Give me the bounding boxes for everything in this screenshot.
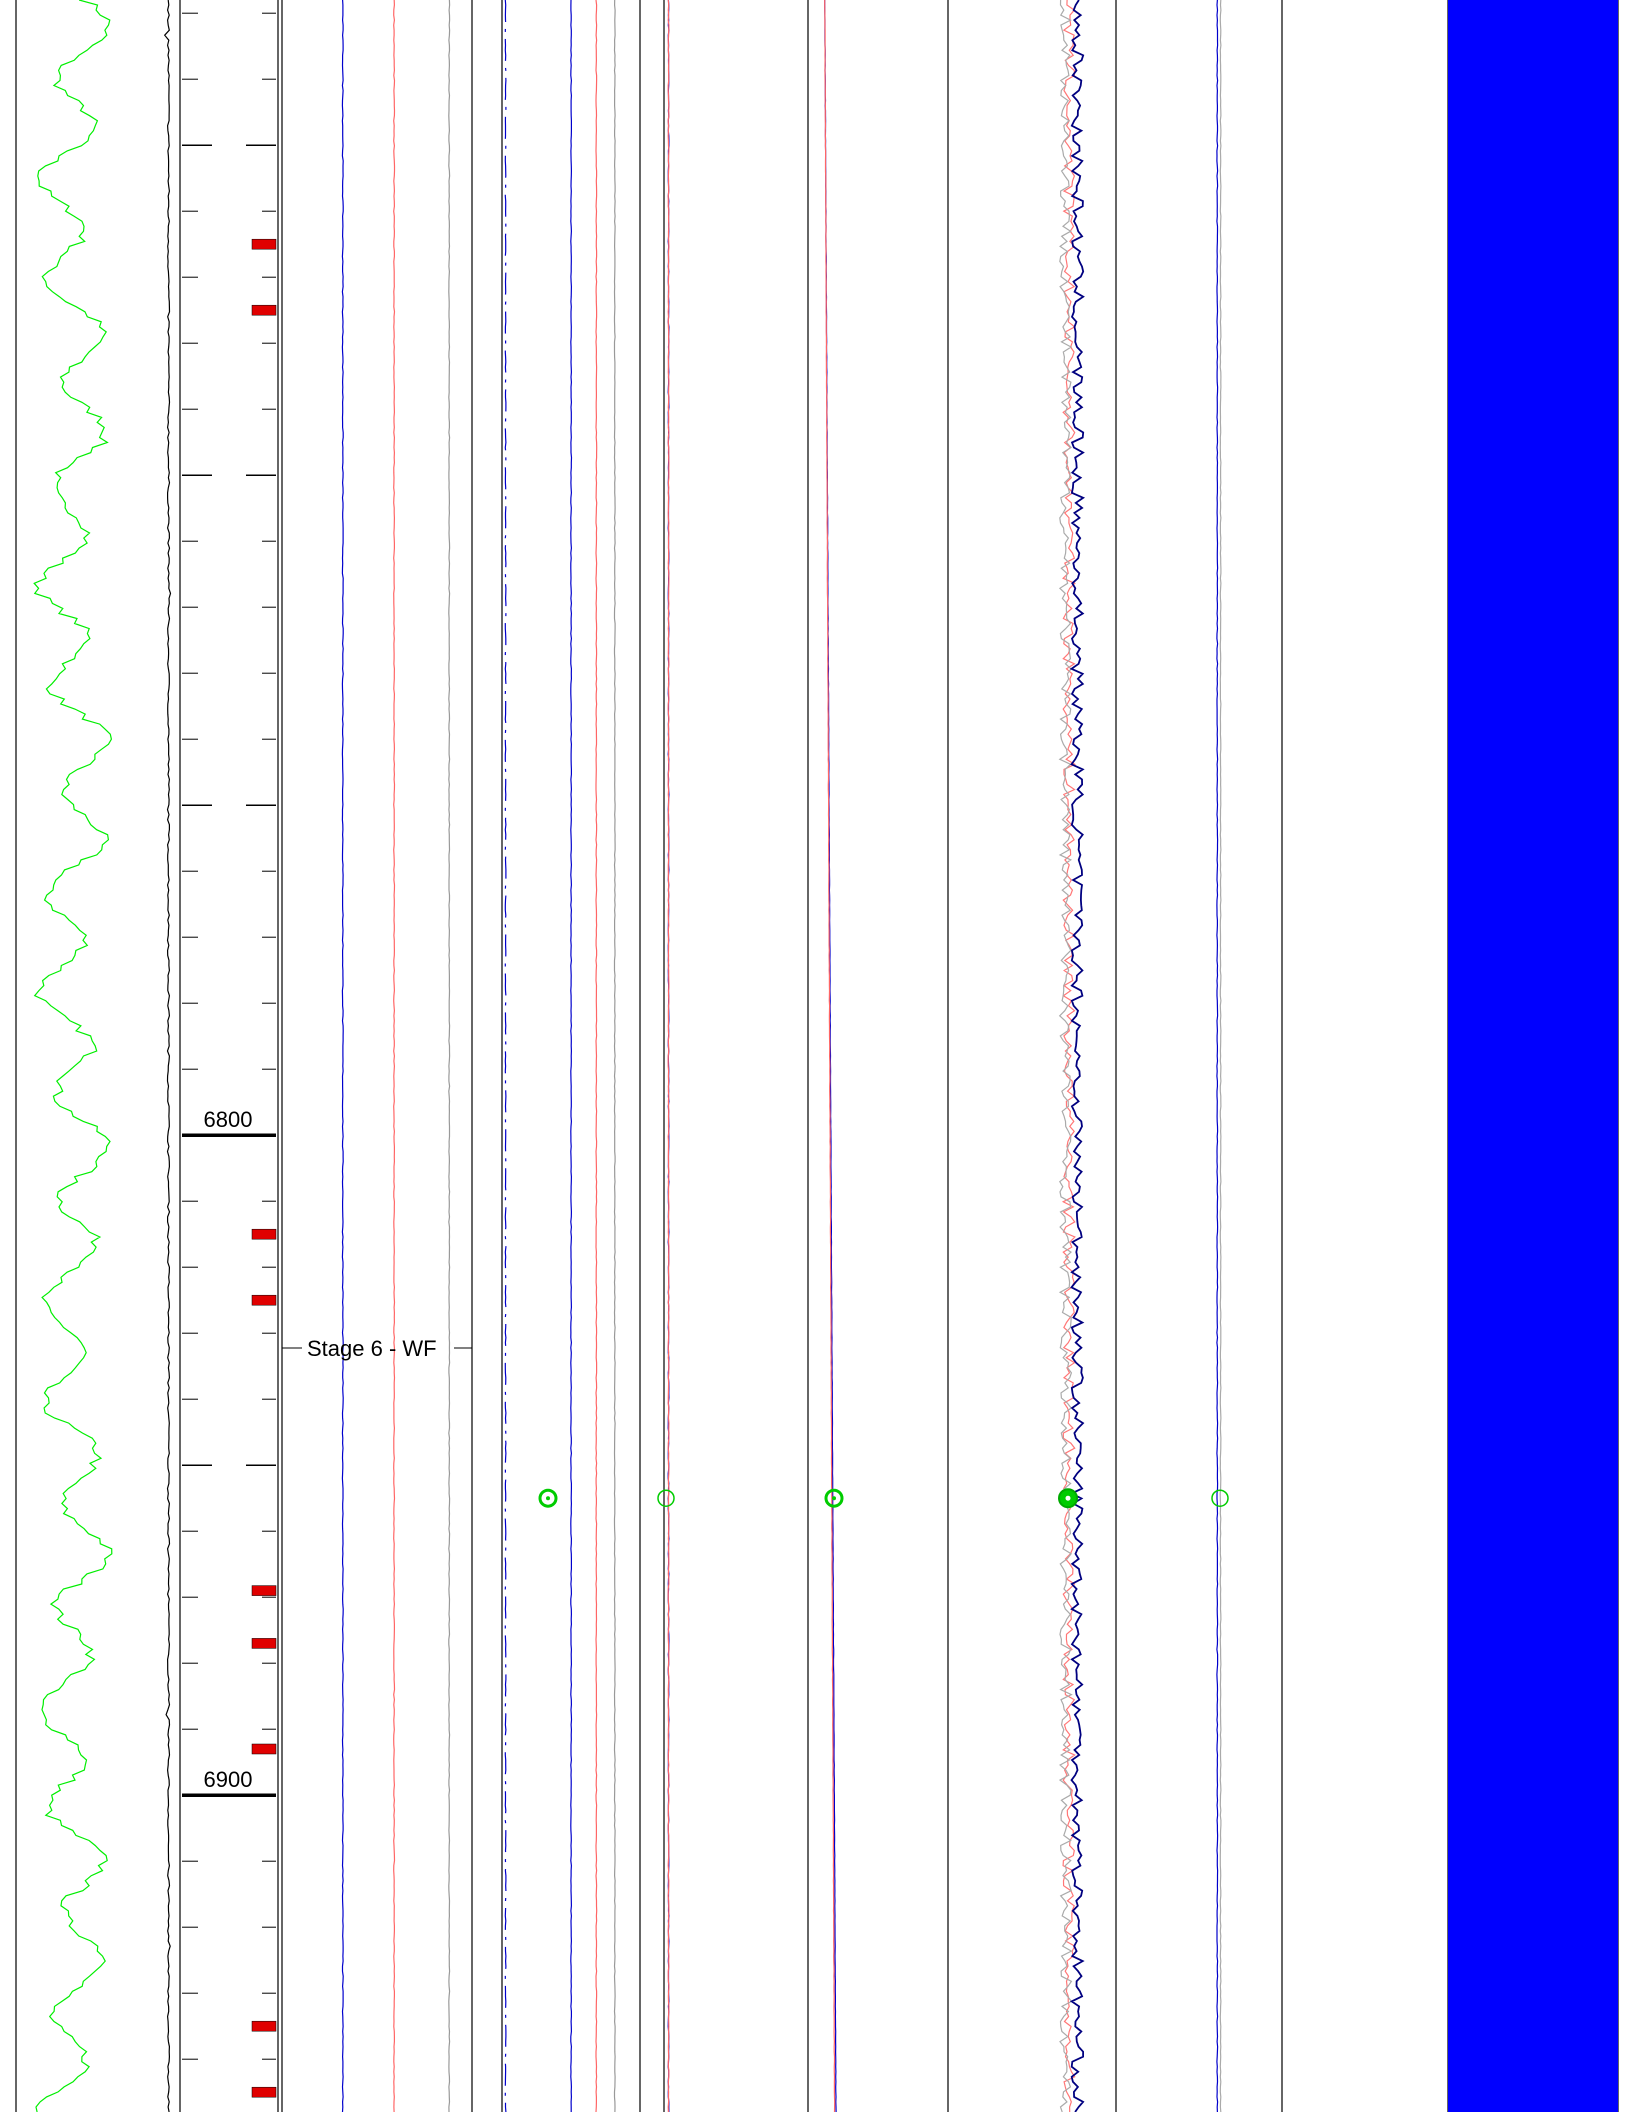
perforation-marker bbox=[251, 2086, 277, 2098]
curve-track-6-14 bbox=[1058, 0, 1073, 2113]
perforation-marker bbox=[251, 304, 277, 316]
calibration-point-center bbox=[1065, 1495, 1071, 1501]
stage-label: Stage 6 - WF bbox=[307, 1336, 437, 1361]
perforation-marker bbox=[251, 1228, 277, 1240]
curve-track-6-13 bbox=[1061, 0, 1077, 2113]
perforation-marker bbox=[251, 2020, 277, 2032]
perforation-marker bbox=[251, 1585, 277, 1596]
fill-track-area bbox=[1448, 0, 1618, 2112]
perforation-marker bbox=[251, 1638, 277, 1649]
perforation-marker bbox=[251, 1294, 277, 1306]
curve-track-6-15 bbox=[1069, 0, 1086, 2113]
depth-track: 6800 6900 bbox=[182, 12, 276, 2060]
curve-track-7-16 bbox=[1216, 0, 1219, 2113]
calibration-point bbox=[538, 1488, 558, 1508]
depth-label: 6800 bbox=[204, 1107, 253, 1132]
calibration-point bbox=[657, 1489, 675, 1507]
curve-track-5-12 bbox=[824, 0, 836, 2113]
calibration-point bbox=[824, 1488, 844, 1508]
curve-track-7-17 bbox=[1219, 0, 1222, 2113]
calibration-point bbox=[1211, 1489, 1229, 1507]
curve-series bbox=[33, 0, 1618, 2113]
calibration-point-center bbox=[546, 1496, 550, 1501]
curve-track-2-4 bbox=[448, 0, 451, 2113]
curve-track-3-8 bbox=[613, 0, 616, 2113]
curve-track-3-5 bbox=[504, 0, 507, 2113]
curve-track-2-2 bbox=[341, 0, 344, 2113]
curve-track-2-3 bbox=[393, 0, 396, 2113]
curve-track-3-7 bbox=[595, 0, 598, 2113]
calibration-points bbox=[538, 1488, 1229, 1509]
curve-track-3-6 bbox=[570, 0, 573, 2112]
perforation-marker bbox=[251, 1743, 277, 1755]
curve-track-1-1 bbox=[163, 0, 172, 2113]
depth-label: 6900 bbox=[204, 1767, 253, 1792]
curve-track-4-10 bbox=[667, 0, 670, 2113]
calibration-point-center bbox=[832, 1496, 836, 1501]
perforation-markers bbox=[251, 238, 277, 2098]
perforation-marker bbox=[251, 238, 277, 250]
curve-track-1-0 bbox=[33, 0, 113, 2113]
stage-annotation: Stage 6 - WF bbox=[282, 1336, 472, 1361]
